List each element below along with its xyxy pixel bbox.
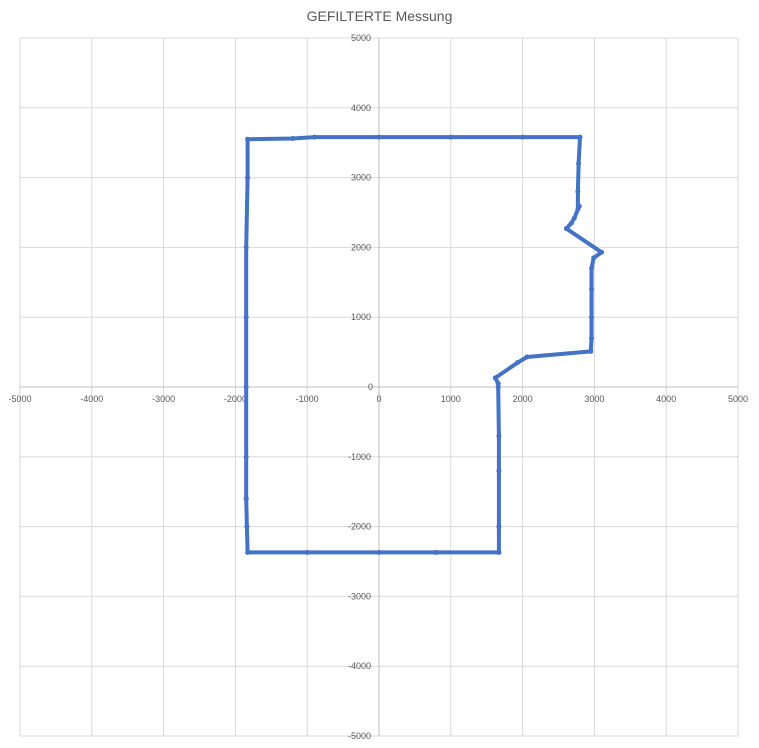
series-line (244, 135, 604, 555)
data-point (520, 134, 526, 140)
data-point (591, 255, 597, 261)
x-tick-label: 4000 (656, 394, 676, 404)
data-point (588, 348, 594, 354)
data-point (245, 175, 251, 181)
data-point (245, 549, 251, 555)
data-point (571, 215, 577, 221)
data-point (496, 524, 502, 530)
data-point (243, 384, 249, 390)
x-tick-label: 2000 (513, 394, 533, 404)
y-tick-label: -2000 (348, 522, 371, 532)
x-tick-label: -2000 (224, 394, 247, 404)
data-point (495, 384, 501, 390)
x-tick-label: 5000 (728, 394, 748, 404)
y-tick-label: -3000 (348, 591, 371, 601)
y-tick-label: -5000 (348, 731, 371, 741)
data-point (244, 524, 250, 530)
data-point (243, 314, 249, 320)
y-tick-label: 3000 (351, 173, 371, 183)
data-point (496, 549, 502, 555)
data-point (495, 381, 501, 387)
data-point (496, 468, 502, 474)
data-point (599, 249, 605, 255)
data-point (589, 265, 595, 271)
y-tick-label: 1000 (351, 312, 371, 322)
y-tick-label: 2000 (351, 242, 371, 252)
data-series (243, 134, 605, 555)
chart-title: GEFILTERTE Messung (306, 8, 453, 24)
x-tick-label: -1000 (296, 394, 319, 404)
data-point (496, 433, 502, 439)
data-point (376, 134, 382, 140)
data-point (563, 226, 569, 232)
y-tick-label: 5000 (351, 33, 371, 43)
data-point (304, 549, 310, 555)
data-point (524, 354, 530, 360)
x-tick-label: -3000 (152, 394, 175, 404)
data-point (576, 203, 582, 209)
y-tick-label: -1000 (348, 452, 371, 462)
data-point (589, 335, 595, 341)
x-tick-label: 1000 (441, 394, 461, 404)
tick-labels: -5000 -4000 -3000 -2000 -1000 0 1000 2000 3000 40… (8, 33, 748, 741)
y-tick-label: 4000 (351, 103, 371, 113)
axes (20, 38, 738, 736)
data-point (433, 549, 439, 555)
data-point (311, 134, 317, 140)
data-point (575, 189, 581, 195)
data-point (589, 286, 595, 292)
data-point (243, 496, 249, 502)
data-point (245, 136, 251, 142)
y-tick-label: -4000 (348, 661, 371, 671)
data-point (492, 375, 498, 381)
x-tick-label: 3000 (584, 394, 604, 404)
data-point (568, 220, 574, 226)
x-tick-label: 0 (376, 394, 381, 404)
data-point (243, 244, 249, 250)
data-point (448, 134, 454, 140)
x-tick-label: -4000 (80, 394, 103, 404)
data-point (243, 454, 249, 460)
data-point (290, 136, 296, 142)
data-point (376, 549, 382, 555)
x-tick-label: -5000 (8, 394, 31, 404)
data-point (515, 360, 521, 366)
data-point (577, 134, 583, 140)
data-point (576, 161, 582, 167)
data-point (589, 314, 595, 320)
y-tick-label: 0 (368, 382, 373, 392)
